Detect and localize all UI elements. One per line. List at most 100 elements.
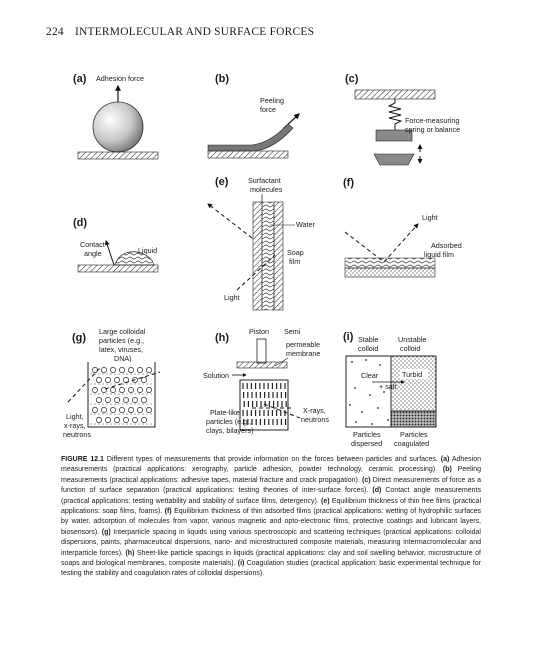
colloid-particle: [141, 397, 147, 403]
panel-c-support: [354, 89, 436, 100]
dispersed-particle: [383, 391, 385, 393]
dispersed-particle: [365, 359, 367, 361]
film-water-core: [261, 201, 275, 311]
dispersed-particles: [349, 359, 389, 425]
panel-b-substrate: [207, 150, 289, 159]
panel-f-letter: (f): [343, 177, 354, 189]
panel-a-substrate: [77, 151, 159, 160]
panel-g: (g) Large colloidal particles (e.g., lat…: [63, 327, 161, 439]
film-left-layer: [252, 201, 263, 311]
panel-d-liquid: Liquid: [138, 246, 157, 255]
caption-e-key: (e): [321, 497, 330, 505]
panel-d-letter: (d): [73, 217, 87, 229]
g-scatter-ray-1: [67, 367, 101, 403]
caption-b-key: (b): [442, 466, 452, 474]
panel-i-c1: Particles: [400, 430, 428, 439]
panel-h: (h) Piston Semi permeable membrane Solut…: [203, 327, 329, 435]
colloid-particle: [141, 417, 147, 423]
colloid-particle: [123, 417, 129, 423]
colloid-particle: [101, 367, 107, 373]
panel-g-r3: neutrons: [63, 430, 91, 439]
upper-surface: [375, 129, 413, 142]
panel-h-x1: X-rays,: [303, 406, 326, 415]
colloid-particle: [119, 407, 125, 413]
panel-i-letter: (i): [343, 331, 354, 343]
panel-i-clear: Clear: [361, 371, 379, 380]
dispersed-particle: [355, 421, 357, 423]
g-scatter-ray-2: [104, 371, 161, 390]
caption-f-key: (f): [164, 508, 172, 516]
panel-h-letter: (h): [215, 332, 229, 344]
colloid-particle: [105, 417, 111, 423]
dispersed-particle: [371, 423, 373, 425]
caption-a-key: (a): [440, 456, 450, 463]
caption-h-key: (h): [125, 549, 135, 557]
colloid-particle: [137, 407, 143, 413]
colloid-particle: [110, 407, 116, 413]
panel-i-d1: Particles: [353, 430, 381, 439]
panel-d-contact-2: angle: [84, 249, 102, 258]
panel-g-r1: Light,: [66, 412, 84, 421]
contact-angle-arrow: [104, 240, 115, 266]
panel-f-substrate: [344, 267, 436, 278]
colloid-particle: [114, 397, 120, 403]
adsorbed-film: [344, 257, 436, 269]
dispersed-particle: [377, 407, 379, 409]
panel-g-l2: particles (e.g.,: [99, 336, 144, 345]
panel-i-salt: + salt: [379, 382, 396, 391]
panel-i-s1: Stable: [358, 335, 378, 344]
panel-g-l1: Large colloidal: [99, 327, 146, 336]
piston: [256, 338, 267, 364]
turbid-label-bg: [400, 369, 428, 379]
colloid-particle: [146, 407, 152, 413]
colloid-particle: [132, 397, 138, 403]
incident-light-ray: [236, 254, 276, 291]
panel-h-p2: particles (e.g.,: [206, 417, 251, 426]
caption-c-key: (c): [361, 476, 371, 484]
panel-e-soap-1: Soap: [287, 248, 304, 257]
panel-f-ads-1: Adsorbed: [431, 241, 462, 250]
colloid-particle: [101, 387, 107, 393]
panel-a: (a) Adhesion force: [73, 73, 159, 160]
colloidal-particles: [90, 367, 153, 425]
panel-h-p3: clays, bilayers): [206, 426, 254, 435]
panel-c-label-1: Force-measuring: [405, 116, 459, 125]
colloid-particle: [92, 387, 98, 393]
panel-g-l3: latex, viruses,: [99, 345, 143, 354]
panel-f-light: Light: [422, 213, 438, 222]
caption-i-key: (i): [237, 560, 245, 568]
membrane: [236, 361, 288, 369]
panel-h-m1: Semi: [284, 327, 301, 336]
panel-e-surfactant-1: Surfactant: [248, 176, 281, 185]
adhering-sphere: [92, 101, 144, 153]
colloid-particle: [146, 367, 152, 373]
colloid-particle: [137, 367, 143, 373]
figure-12-1: (a) Adhesion force (b) Peeling force (c)…: [63, 73, 462, 448]
panel-e: (e) Surfactant molecules Water Soap film…: [207, 176, 316, 311]
colloid-particle: [119, 367, 125, 373]
panel-e-light: Light: [224, 293, 240, 302]
colloid-particle: [119, 387, 125, 393]
panel-g-r2: x-rays,: [64, 421, 86, 430]
panel-i: (i) Stable colloid Unstable colloid Clea…: [343, 331, 437, 448]
coagulated-sediment: [390, 410, 437, 428]
panel-c-letter: (c): [345, 73, 359, 85]
reflected-light-ray: [207, 203, 253, 239]
clear-label-bg: [359, 370, 383, 380]
caption-h-text: Sheet-like particle spacings in liquids …: [61, 549, 481, 568]
plate-like-particles: [242, 383, 287, 425]
panel-i-d2: dispersed: [351, 439, 382, 448]
colloid-particle: [146, 387, 152, 393]
caption-intro: Different types of measurements that pro…: [103, 456, 438, 463]
panel-e-soap-2: film: [289, 257, 300, 266]
turbid-region: [390, 355, 437, 412]
colloid-particle: [92, 367, 98, 373]
panel-c-label-2: spring or balance: [405, 125, 460, 134]
colloid-particle: [114, 417, 120, 423]
panel-f-ads-2: liquid film: [424, 250, 454, 259]
film-right-layer: [273, 201, 284, 311]
caption-e-text: Equilibrium thickness of thin free films…: [61, 497, 481, 516]
colloid-particle: [123, 397, 129, 403]
colloid-particle: [110, 367, 116, 373]
panel-e-letter: (e): [215, 176, 229, 188]
